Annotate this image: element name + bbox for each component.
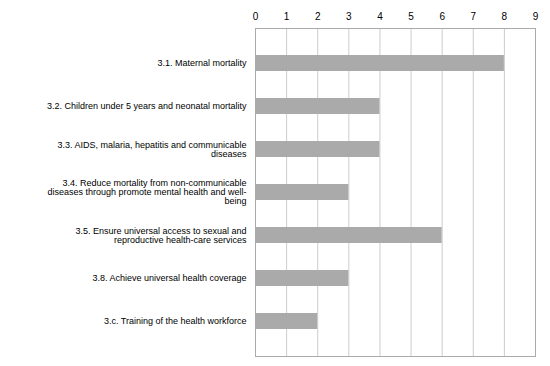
svg-text:3.3. AIDS, malaria, hepatitis: 3.3. AIDS, malaria, hepatitis and commun… <box>57 140 247 159</box>
svg-text:7: 7 <box>470 11 476 22</box>
svg-text:3.8. Achieve universal health: 3.8. Achieve universal health coverage <box>92 273 246 283</box>
svg-text:5: 5 <box>408 11 414 22</box>
svg-text:8: 8 <box>502 11 508 22</box>
svg-text:0: 0 <box>253 11 259 22</box>
svg-text:3: 3 <box>346 11 352 22</box>
svg-text:3.5. Ensure universal access t: 3.5. Ensure universal access to sexual a… <box>75 226 247 245</box>
svg-text:3.4. Reduce mortality from non: 3.4. Reduce mortality from non-communica… <box>47 178 246 206</box>
svg-text:3.1. Maternal mortality: 3.1. Maternal mortality <box>157 58 247 68</box>
svg-text:3.c. Training of the health wo: 3.c. Training of the health workforce <box>104 316 247 326</box>
svg-text:1: 1 <box>284 11 290 22</box>
svg-text:9: 9 <box>533 11 539 22</box>
svg-text:3.2. Children under 5 years an: 3.2. Children under 5 years and neonatal… <box>47 101 247 111</box>
svg-text:4: 4 <box>377 11 383 22</box>
svg-text:6: 6 <box>439 11 445 22</box>
svg-text:2: 2 <box>315 11 321 22</box>
